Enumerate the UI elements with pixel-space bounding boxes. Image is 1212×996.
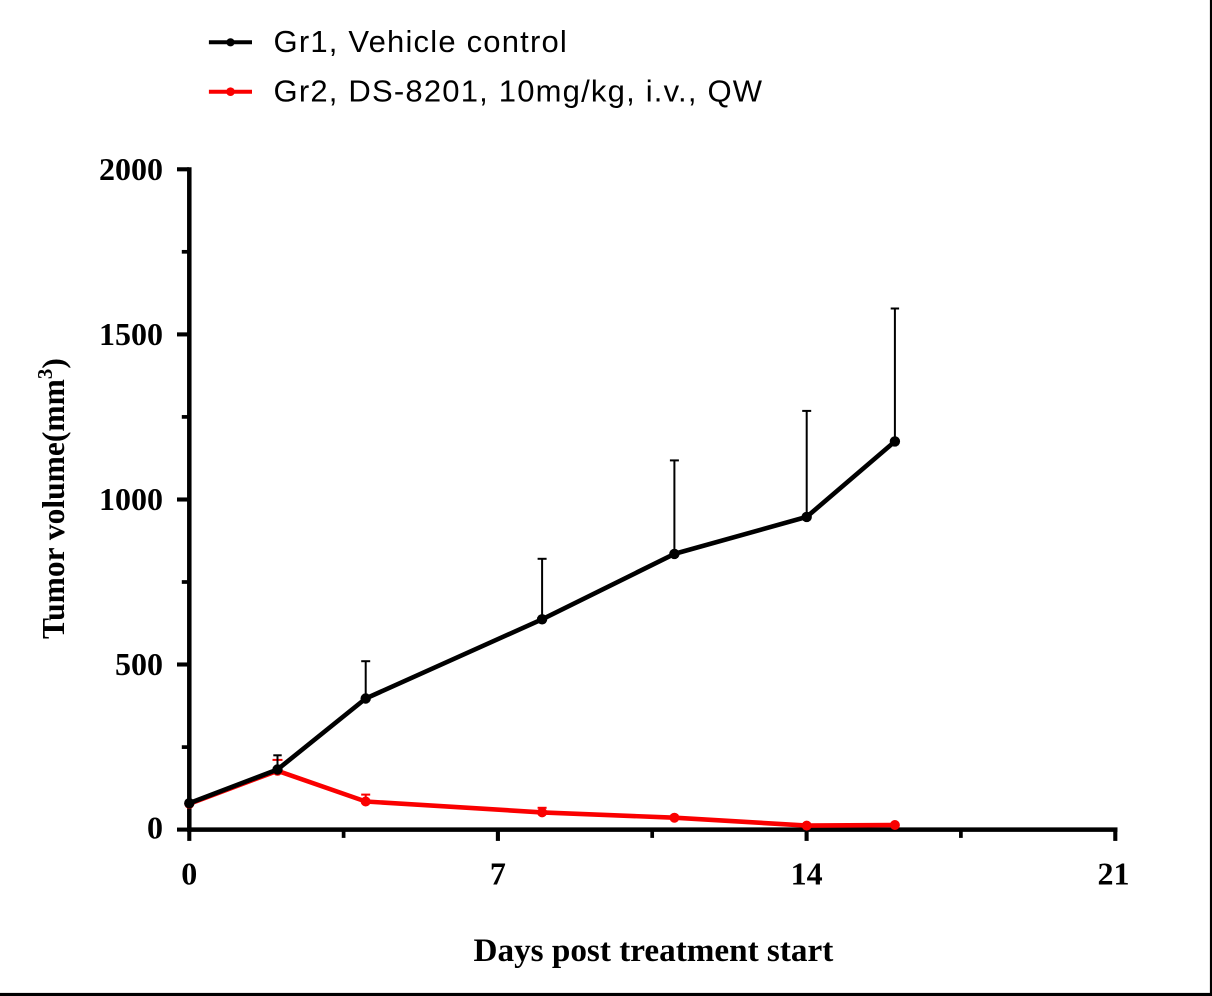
svg-text:1000: 1000 xyxy=(99,481,163,517)
svg-text:Tumor volume(mm3): Tumor volume(mm3) xyxy=(33,358,71,639)
svg-text:Days post treatment start: Days post treatment start xyxy=(474,932,834,969)
svg-text:2000: 2000 xyxy=(99,151,163,187)
svg-text:1500: 1500 xyxy=(99,316,163,352)
svg-text:Gr1, Vehicle control: Gr1, Vehicle control xyxy=(274,24,569,59)
svg-text:7: 7 xyxy=(490,856,506,892)
svg-text:Gr2, DS-8201, 10mg/kg, i.v., Q: Gr2, DS-8201, 10mg/kg, i.v., QW xyxy=(274,74,764,109)
svg-text:0: 0 xyxy=(181,856,197,892)
svg-text:0: 0 xyxy=(147,809,163,845)
svg-text:500: 500 xyxy=(115,646,163,682)
svg-text:14: 14 xyxy=(791,856,823,892)
svg-text:21: 21 xyxy=(1098,856,1130,892)
